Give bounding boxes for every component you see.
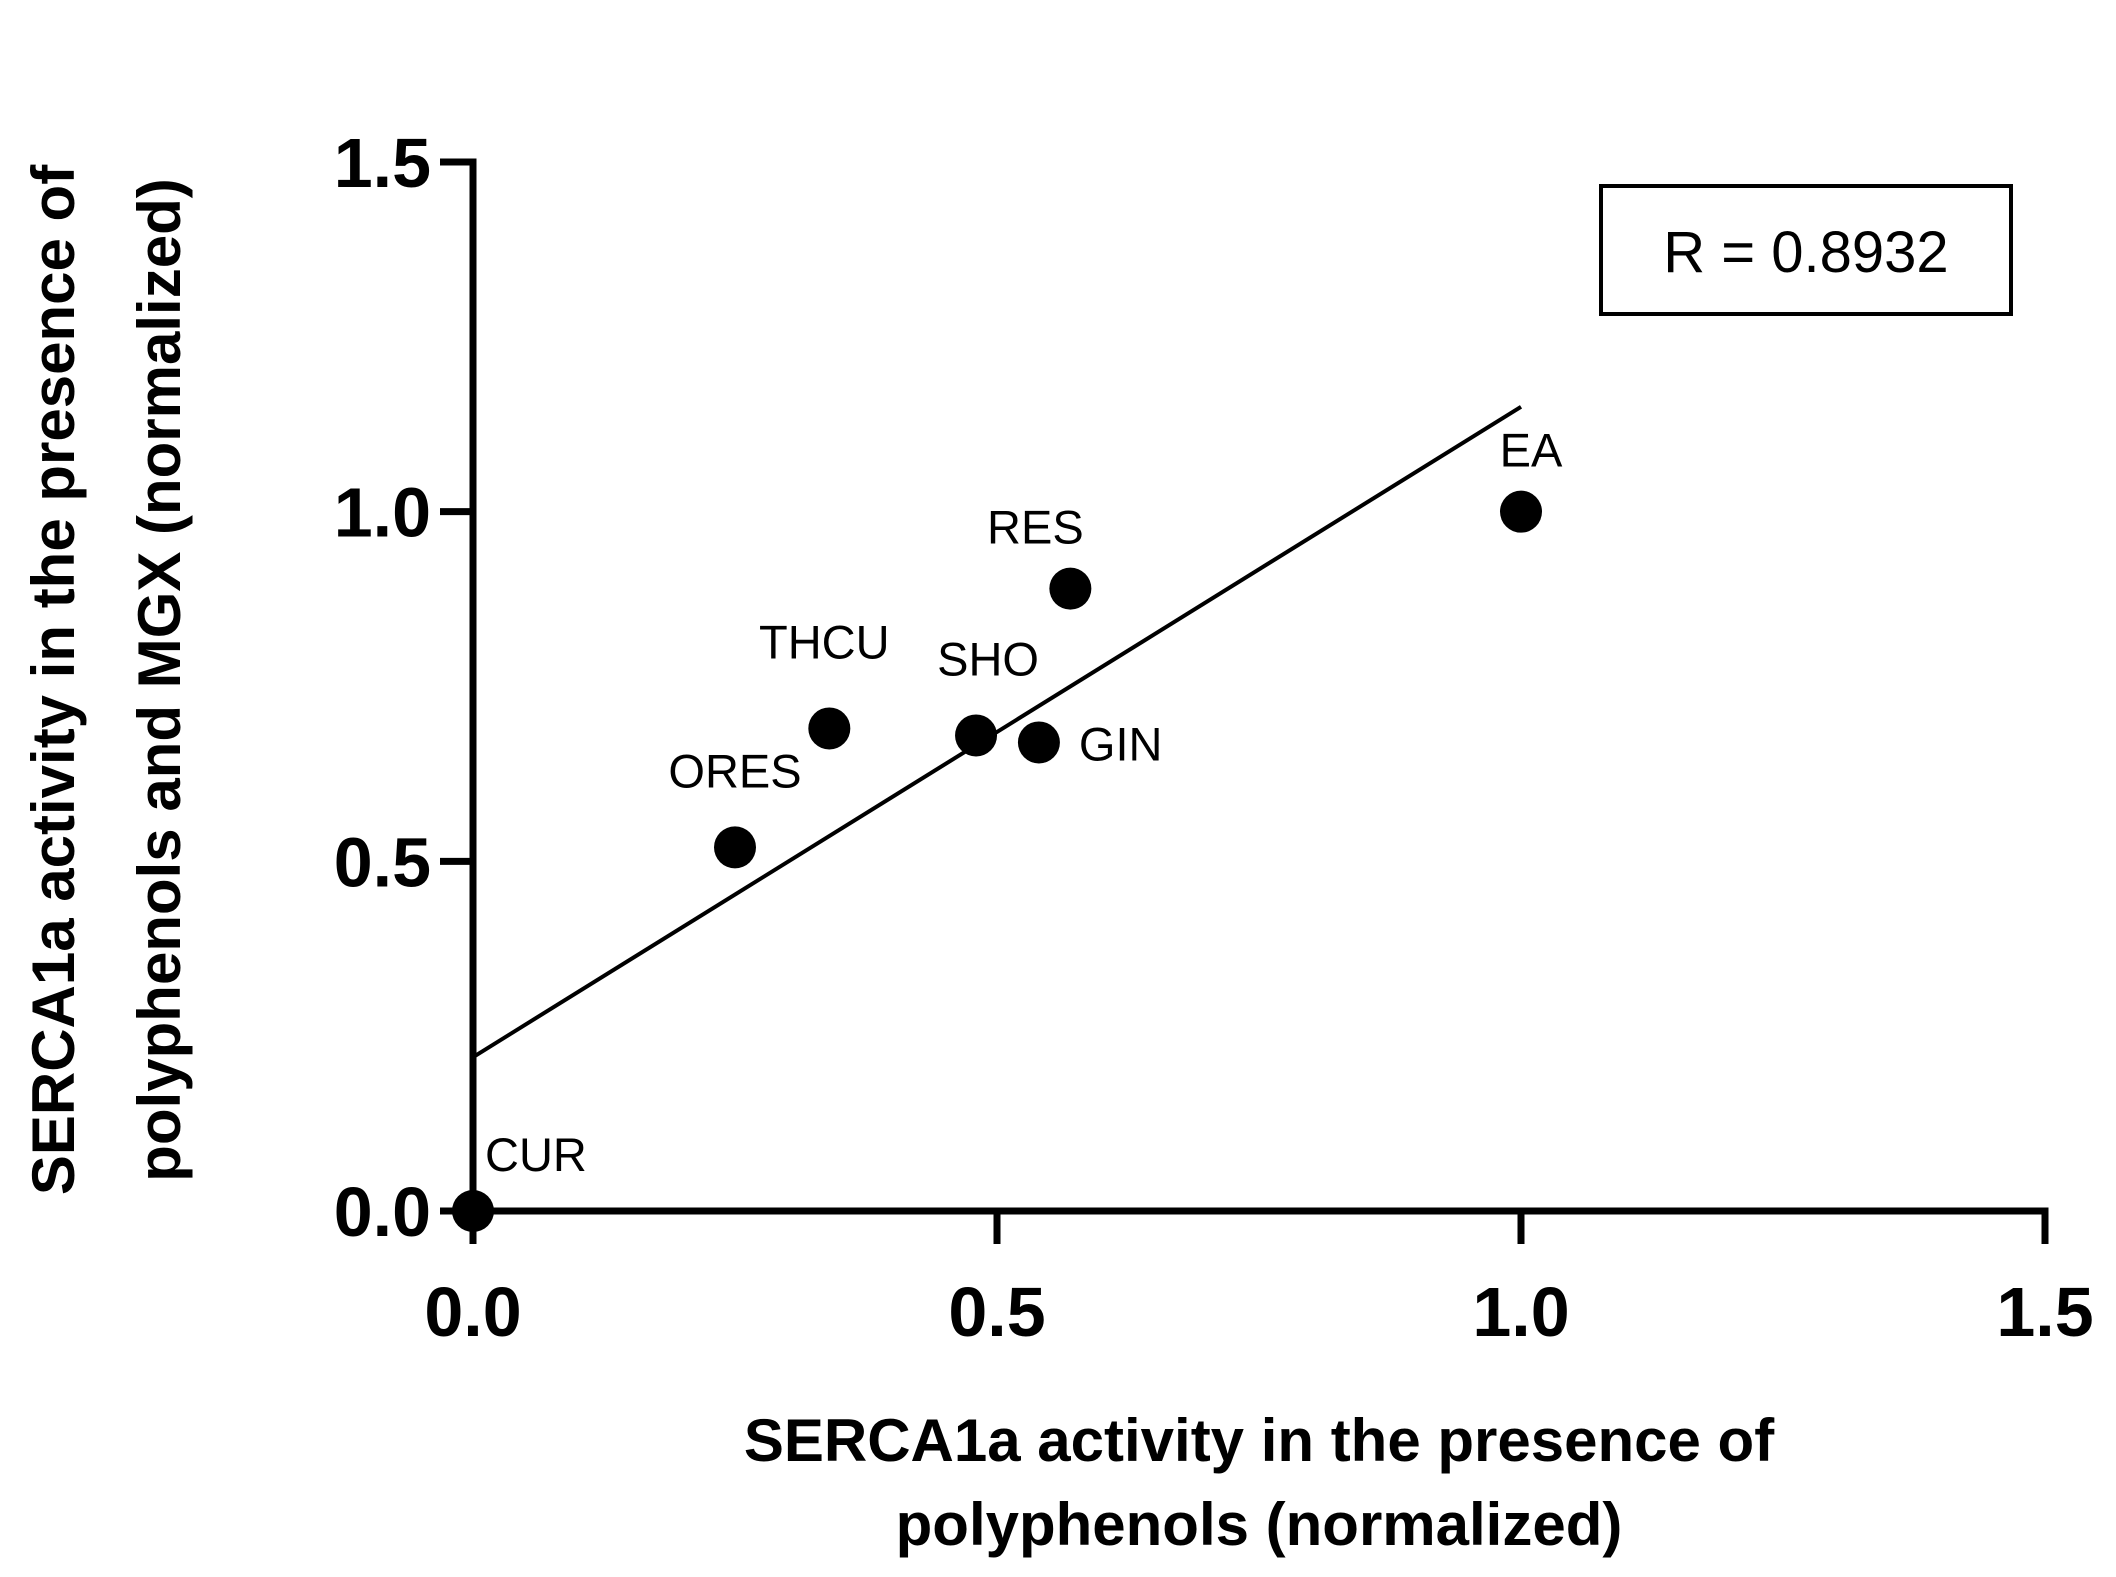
y-tick-label: 0.5 [334, 823, 431, 901]
data-label-res: RES [987, 501, 1084, 554]
x-tick-label: 0.5 [948, 1273, 1045, 1351]
data-points: CUR ORES THCU SHO GIN RES EA [452, 424, 1563, 1232]
x-tick-label: 1.5 [1996, 1273, 2093, 1351]
regression-line-group [471, 405, 1523, 1059]
axes: 0.0 0.5 1.0 1.5 0.0 0.5 1.0 1.5 [334, 124, 2094, 1351]
data-label-cur: CUR [485, 1128, 587, 1181]
y-axis-title-line: polyphenols and MGX (normalized) [126, 178, 193, 1181]
data-point-cur [452, 1190, 494, 1232]
x-axis-title-line: SERCA1a activity in the presence of [744, 1407, 1775, 1474]
correlation-annotation: R = 0.8932 [1599, 184, 2013, 316]
data-point-gin [1017, 721, 1060, 764]
data-point-ea [1500, 490, 1542, 533]
data-label-gin: GIN [1079, 717, 1163, 770]
data-point-res [1049, 567, 1092, 610]
y-tick-label: 0.0 [334, 1173, 431, 1251]
x-axis-title-line: polyphenols (normalized) [896, 1491, 1623, 1558]
data-label-thcu: THCU [759, 615, 890, 668]
data-point-ores [714, 826, 756, 869]
data-point-thcu [808, 707, 851, 750]
x-tick-label: 1.0 [1472, 1273, 1569, 1351]
x-axis-title: SERCA1a activity in the presence of polyp… [744, 1407, 1775, 1558]
data-label-ores: ORES [668, 744, 801, 797]
y-axis-title: SERCA1a activity in the presence of polyp… [20, 164, 193, 1195]
x-tick-label: 0.0 [424, 1273, 521, 1351]
y-axis-title-line: SERCA1a activity in the presence of [20, 164, 87, 1195]
regression-line [471, 405, 1523, 1059]
data-label-sho: SHO [937, 632, 1039, 685]
data-label-ea: EA [1500, 424, 1563, 477]
y-tick-label: 1.5 [334, 124, 431, 202]
correlation-box [1599, 184, 2013, 316]
data-point-sho [955, 714, 998, 757]
y-tick-label: 1.0 [334, 474, 431, 552]
correlation-text: R = 0.8932 [1663, 220, 1948, 285]
